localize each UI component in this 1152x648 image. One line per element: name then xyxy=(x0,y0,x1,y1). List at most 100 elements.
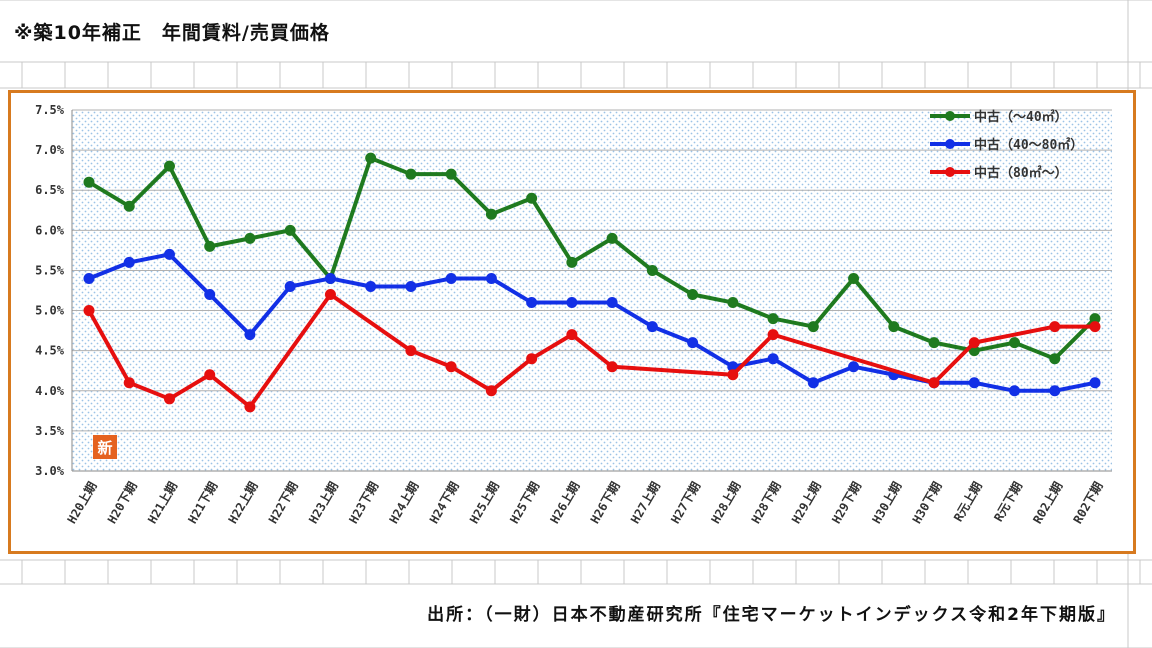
y-tick-label: 7.5% xyxy=(35,103,65,117)
x-tick-label: R元下期 xyxy=(991,479,1026,524)
x-tick-label: H23上期 xyxy=(305,479,341,526)
legend-marker xyxy=(945,139,955,149)
x-tick-label: H29下期 xyxy=(828,479,864,526)
data-point xyxy=(848,361,860,373)
data-point xyxy=(968,377,980,389)
data-point xyxy=(324,289,336,301)
data-point xyxy=(1009,385,1021,397)
data-point xyxy=(1089,313,1101,325)
x-tick-label: H24下期 xyxy=(426,479,462,526)
data-point xyxy=(244,329,256,341)
data-point xyxy=(445,168,457,180)
x-tick-label: H21上期 xyxy=(144,479,180,526)
data-point xyxy=(485,385,497,397)
x-tick-label: H24上期 xyxy=(386,479,422,526)
data-point xyxy=(1009,337,1021,349)
data-point xyxy=(445,272,457,284)
data-point xyxy=(163,248,175,260)
data-point xyxy=(284,280,296,292)
y-tick-label: 7.0% xyxy=(35,143,65,157)
data-point xyxy=(1089,321,1101,333)
data-point xyxy=(123,200,135,212)
data-point xyxy=(606,361,618,373)
data-point xyxy=(727,369,739,381)
data-point xyxy=(566,256,578,268)
data-point xyxy=(646,321,658,333)
data-point xyxy=(204,240,216,252)
data-point xyxy=(767,313,779,325)
data-point xyxy=(485,208,497,220)
data-point xyxy=(123,256,135,268)
data-point xyxy=(163,393,175,405)
data-point xyxy=(244,401,256,413)
legend-label: 中古（40～80㎡） xyxy=(974,137,1083,153)
page-title: ※築10年補正 年間賃料/売買価格 xyxy=(14,22,330,44)
y-tick-label: 4.5% xyxy=(35,344,65,358)
data-point xyxy=(968,337,980,349)
data-point xyxy=(1049,353,1061,365)
series-2 xyxy=(83,289,1101,413)
x-tick-label: H22下期 xyxy=(265,479,301,526)
y-tick-label: 6.5% xyxy=(35,183,65,197)
data-point xyxy=(848,272,860,284)
data-point xyxy=(405,345,417,357)
data-point xyxy=(405,280,417,292)
x-tick-label: H28下期 xyxy=(748,479,784,526)
x-tick-label: H21下期 xyxy=(184,479,220,526)
series-1 xyxy=(83,248,1101,397)
x-tick-label: R02上期 xyxy=(1030,479,1066,526)
data-point xyxy=(485,272,497,284)
data-point xyxy=(687,289,699,301)
data-point xyxy=(606,232,618,244)
y-tick-label: 6.0% xyxy=(35,223,65,237)
legend-marker xyxy=(945,167,955,177)
series-0 xyxy=(83,152,1101,365)
data-point xyxy=(244,232,256,244)
data-point xyxy=(284,224,296,236)
data-point xyxy=(526,192,538,204)
legend-label: 中古（～40㎡） xyxy=(974,109,1068,125)
data-point xyxy=(646,264,658,276)
new-badge-icon xyxy=(93,435,117,459)
x-tick-label: H26上期 xyxy=(547,479,583,526)
series-line xyxy=(87,292,1095,409)
x-tick-label: H25上期 xyxy=(466,479,502,526)
x-tick-label: H30下期 xyxy=(909,479,945,526)
data-point xyxy=(807,321,819,333)
x-tick-label: H20下期 xyxy=(104,479,140,526)
data-point xyxy=(928,377,940,389)
x-tick-label: H27上期 xyxy=(627,479,663,526)
data-point xyxy=(606,297,618,309)
data-point xyxy=(163,160,175,172)
data-point xyxy=(405,168,417,180)
data-point xyxy=(365,152,377,164)
data-point xyxy=(204,369,216,381)
x-tick-label: H30上期 xyxy=(869,479,905,526)
data-point xyxy=(83,176,95,188)
new-badge-label: 新 xyxy=(97,439,112,457)
data-point xyxy=(83,305,95,317)
data-point xyxy=(767,353,779,365)
y-tick-label: 3.0% xyxy=(35,464,65,478)
data-point xyxy=(1049,385,1061,397)
x-tick-label: H27下期 xyxy=(667,479,703,526)
data-point xyxy=(83,272,95,284)
data-point xyxy=(566,329,578,341)
data-point xyxy=(365,280,377,292)
x-tick-label: H26下期 xyxy=(587,479,623,526)
data-point xyxy=(687,337,699,349)
data-point xyxy=(1089,377,1101,389)
data-point xyxy=(928,337,940,349)
data-point xyxy=(204,289,216,301)
y-tick-label: 5.5% xyxy=(35,263,65,277)
x-tick-label: R02下期 xyxy=(1070,479,1106,526)
data-point xyxy=(526,297,538,309)
source-note: 出所：（一財）日本不動産研究所『住宅マーケットインデックス令和2年下期版』 xyxy=(427,605,1116,625)
y-tick-label: 3.5% xyxy=(35,424,65,438)
data-point xyxy=(727,297,739,309)
y-tick-label: 4.0% xyxy=(35,384,65,398)
x-tick-label: H28上期 xyxy=(708,479,744,526)
y-tick-label: 5.0% xyxy=(35,304,65,318)
x-tick-label: H29上期 xyxy=(788,479,824,526)
data-point xyxy=(324,272,336,284)
